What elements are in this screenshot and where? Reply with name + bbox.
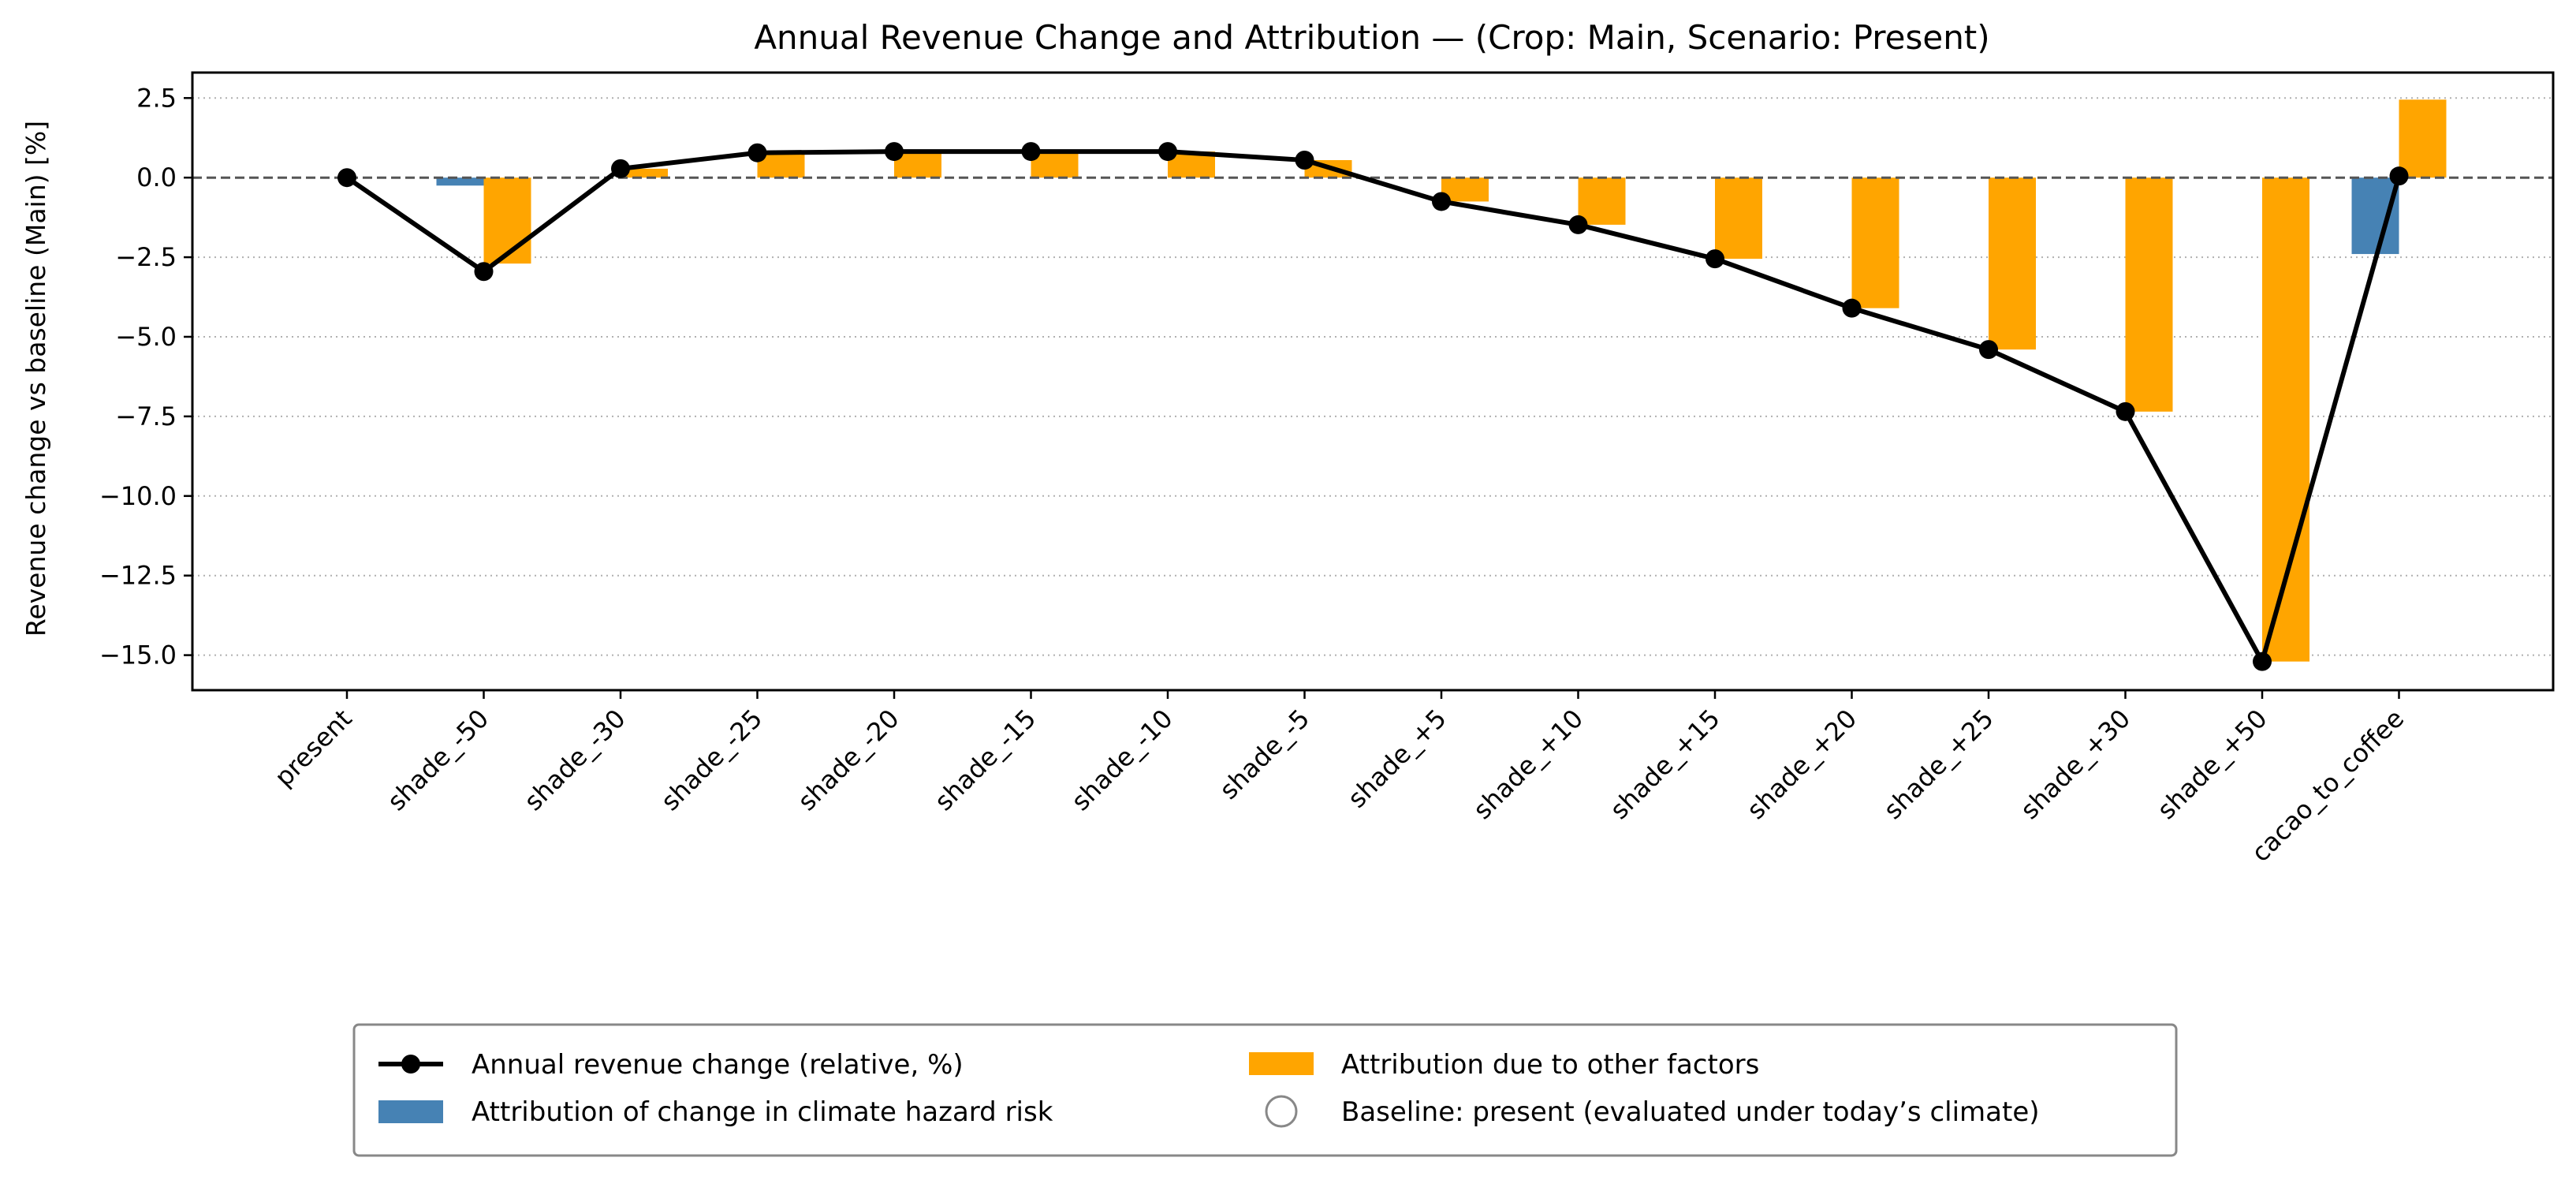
bar-other <box>1578 177 1626 225</box>
bar-other <box>1851 177 1899 308</box>
y-tick-label: 2.5 <box>136 83 177 113</box>
y-tick-label: 0.0 <box>136 162 177 192</box>
revenue-point <box>1021 142 1041 162</box>
legend-orange-swatch <box>1249 1052 1314 1075</box>
revenue-point <box>747 143 767 162</box>
x-tick-label: present <box>269 704 358 793</box>
x-tick-label: shade_+30 <box>2015 704 2136 825</box>
bar-other <box>621 168 668 178</box>
x-tick-label: shade_-50 <box>382 704 494 816</box>
revenue-point <box>1158 142 1177 162</box>
revenue-point <box>1568 215 1588 234</box>
x-tick-label: shade_-25 <box>655 704 768 816</box>
revenue-point <box>1706 249 1724 269</box>
revenue-point <box>1432 192 1451 211</box>
y-tick-label: −7.5 <box>115 401 177 431</box>
y-ticks: 2.5 0.0 −2.5 −5.0 −7.5 −10.0 −12.5 −15.0 <box>99 83 192 670</box>
plot-frame <box>191 71 2555 692</box>
revenue-point <box>1842 298 1862 318</box>
legend-line-marker <box>401 1055 420 1074</box>
revenue-point <box>337 168 356 188</box>
revenue-point <box>2116 401 2135 421</box>
legend-label-other: Attribution due to other factors <box>1341 1049 1759 1081</box>
x-tick-label: shade_+10 <box>1467 704 1589 825</box>
legend: Annual revenue change (relative, %) Attr… <box>352 1023 2178 1157</box>
y-tick-label: −15.0 <box>99 640 177 670</box>
x-tick-label: shade_+5 <box>1342 704 1452 814</box>
y-tick-label: −10.0 <box>99 481 177 511</box>
x-tick-label: shade_-5 <box>1213 704 1315 805</box>
legend-label-revenue: Annual revenue change (relative, %) <box>472 1049 964 1081</box>
x-tick-label: shade_+50 <box>2151 704 2272 825</box>
gridlines <box>192 97 2553 656</box>
revenue-point <box>1979 340 1998 360</box>
x-tick-label: shade_+15 <box>1604 704 1725 825</box>
x-tick-label: shade_-30 <box>518 704 631 816</box>
x-tick-label: shade_+20 <box>1741 704 1862 825</box>
x-tick-label: cacao_to_coffee <box>2246 704 2410 868</box>
y-tick-label: −2.5 <box>115 242 177 272</box>
bar-other <box>1715 177 1762 260</box>
y-axis-title: Revenue change vs baseline (Main) [%] <box>21 121 51 637</box>
revenue-point <box>2253 652 2272 671</box>
revenue-point <box>2389 166 2409 186</box>
revenue-point <box>611 159 630 178</box>
chart-title: Annual Revenue Change and Attribution — … <box>754 18 1989 57</box>
bar-other <box>1989 177 2036 350</box>
x-ticks: present shade_-50 shade_-30 shade_-25 shade_… <box>269 690 2410 868</box>
revenue-point <box>474 262 494 282</box>
bar-other <box>2262 177 2309 662</box>
x-tick-label: shade_+25 <box>1877 704 1999 825</box>
legend-label-climate: Attribution of change in climate hazard … <box>472 1096 1053 1128</box>
legend-frame <box>352 1023 2178 1157</box>
bar-climate <box>436 177 484 186</box>
legend-blue-swatch <box>378 1100 443 1123</box>
legend-baseline-marker <box>1265 1095 1298 1128</box>
axes <box>191 71 2555 692</box>
bar-climate <box>2351 177 2399 255</box>
y-tick-label: −12.5 <box>99 561 177 591</box>
legend-label-baseline: Baseline: present (evaluated under today… <box>1341 1096 2040 1128</box>
x-tick-label: shade_-15 <box>929 704 1042 816</box>
revenue-point <box>885 142 904 162</box>
revenue-polyline <box>345 149 2402 664</box>
bar-other <box>2399 99 2447 178</box>
revenue-point <box>1295 150 1314 170</box>
bars <box>436 99 2447 662</box>
bar-other <box>2125 177 2173 412</box>
x-tick-label: shade_-20 <box>792 704 904 816</box>
y-tick-label: −5.0 <box>115 322 177 352</box>
revenue-line <box>337 142 2409 671</box>
x-tick-label: shade_-10 <box>1065 704 1178 816</box>
bar-other <box>483 177 531 264</box>
